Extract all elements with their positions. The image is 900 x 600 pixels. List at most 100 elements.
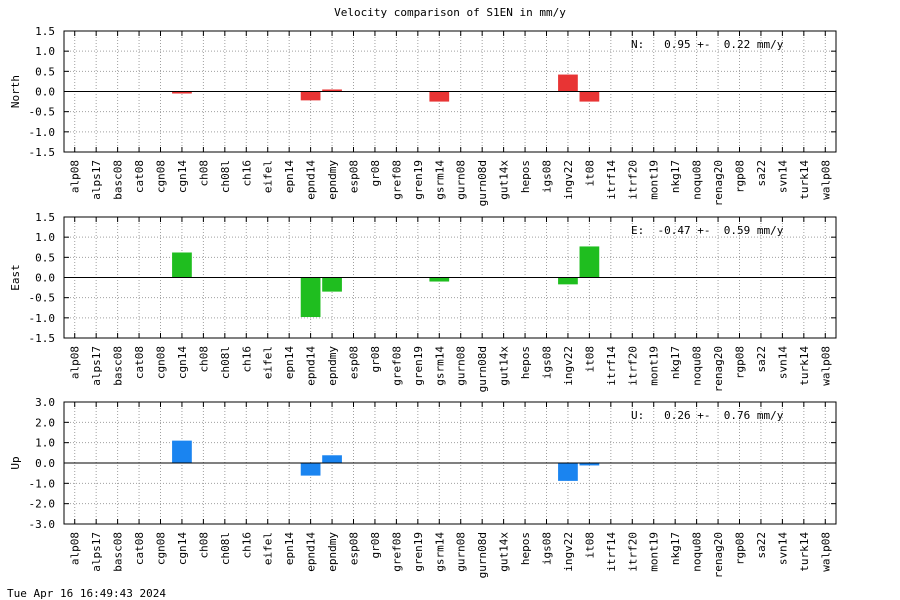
x-tick-label: gurn08 <box>455 346 468 386</box>
x-tick-label: gut14x <box>498 532 511 572</box>
x-tick-label: alps17 <box>90 346 103 386</box>
x-tick-label: gurn08 <box>455 160 468 200</box>
y-tick-label: 0.0 <box>35 457 55 470</box>
bar-it08 <box>579 246 600 278</box>
x-tick-label: ch08l <box>219 532 232 565</box>
x-tick-label: esp08 <box>348 346 361 379</box>
x-tick-label: gren19 <box>412 532 425 572</box>
x-tick-label: itrf20 <box>626 532 639 572</box>
x-tick-label: esp08 <box>348 532 361 565</box>
plot-frame <box>63 30 837 153</box>
y-tick-label: -1.5 <box>29 332 56 345</box>
x-tick-label: gr08 <box>369 160 382 187</box>
x-tick-label: turk14 <box>798 532 811 572</box>
x-tick-label: epnd14 <box>305 346 318 386</box>
y-tick-label: -0.5 <box>29 292 56 305</box>
x-tick-label: cat08 <box>133 532 146 565</box>
x-tick-label: gut14x <box>498 346 511 386</box>
x-tick-label: igs08 <box>541 532 554 565</box>
timestamp: Tue Apr 16 16:49:43 2024 <box>7 587 166 600</box>
x-tick-label: gren19 <box>412 346 425 386</box>
x-tick-label: renag20 <box>712 532 725 578</box>
x-tick-label: epnd14 <box>305 532 318 572</box>
x-tick-label: cat08 <box>133 346 146 379</box>
x-tick-label: igs08 <box>541 346 554 379</box>
x-tick-label: mont19 <box>648 346 661 386</box>
y-tick-label: 3.0 <box>35 396 55 409</box>
x-tick-label: turk14 <box>798 160 811 200</box>
x-tick-label: ch08 <box>197 160 210 187</box>
x-tick-label: svn14 <box>776 160 789 193</box>
x-tick-label: cgn14 <box>176 532 189 565</box>
x-tick-label: cgn14 <box>176 160 189 193</box>
x-tick-label: noqu08 <box>691 160 704 200</box>
bar-gsrm14 <box>429 277 450 282</box>
x-tick-label: renag20 <box>712 346 725 392</box>
bar-ingv22 <box>558 277 578 285</box>
y-tick-label: 0.0 <box>35 86 55 99</box>
x-tick-label: alps17 <box>90 532 103 572</box>
x-tick-label: ch16 <box>240 346 253 373</box>
x-tick-label: gren19 <box>412 160 425 200</box>
bar-epndmy <box>322 277 342 292</box>
y-tick-label: -1.0 <box>29 477 56 490</box>
y-tick-label: -0.5 <box>29 106 56 119</box>
bar-it08 <box>579 91 600 102</box>
x-tick-label: gref08 <box>390 160 403 200</box>
plot-frame <box>63 216 837 339</box>
x-tick-label: ch08 <box>197 346 210 373</box>
x-tick-label: sa22 <box>755 346 768 373</box>
bar-gsrm14 <box>429 91 450 102</box>
x-tick-label: cat08 <box>133 160 146 193</box>
x-tick-label: walp08 <box>819 346 832 386</box>
bar-ingv22 <box>558 463 578 481</box>
x-tick-label: it08 <box>583 532 596 559</box>
x-tick-label: gsrm14 <box>433 346 446 386</box>
x-tick-label: noqu08 <box>691 346 704 386</box>
x-tick-label: igs08 <box>541 160 554 193</box>
x-tick-label: ch16 <box>240 532 253 559</box>
stats-annotation: E: -0.47 +- 0.59 mm/y <box>631 224 784 237</box>
panel-up: 3.0 2.0 1.0 0.0 -1.0 -2.0 -3.0 alp08 alps17 basc0… <box>9 396 837 578</box>
x-tick-label: walp08 <box>819 160 832 200</box>
x-tick-label: gurn08 <box>455 532 468 572</box>
x-tick-label: walp08 <box>819 532 832 572</box>
panel-east: 1.5 1.0 0.5 0.0 -0.5 -1.0 -1.5 alp08 alps17 basc0… <box>9 211 837 392</box>
x-tick-label: itrf14 <box>605 160 618 200</box>
bar-cgn14 <box>172 91 192 94</box>
x-tick-label: ingv22 <box>562 160 575 200</box>
x-tick-label: gurn08d <box>476 346 489 392</box>
y-tick-label: 0.0 <box>35 272 55 285</box>
x-tick-label: epn14 <box>283 532 296 565</box>
x-tick-label: gsrm14 <box>433 160 446 200</box>
bar-cgn14 <box>172 440 192 463</box>
x-tick-label: itrf14 <box>605 346 618 386</box>
y-tick-label: 1.0 <box>35 437 55 450</box>
x-tick-label: epn14 <box>283 346 296 379</box>
bar-epnd14 <box>300 277 321 318</box>
x-tick-label: cgn08 <box>155 160 168 193</box>
plot-frame <box>63 401 837 525</box>
x-tick-label: nkg17 <box>669 532 682 565</box>
x-tick-label: basc08 <box>112 160 125 200</box>
x-tick-label: epnd14 <box>305 160 318 200</box>
bar-it08 <box>579 463 600 466</box>
bar-epnd14 <box>300 463 321 476</box>
x-tick-label: sa22 <box>755 160 768 187</box>
x-tick-label: alp08 <box>69 346 82 379</box>
x-tick-label: itrf20 <box>626 346 639 386</box>
x-tick-label: ch08l <box>219 346 232 379</box>
x-tick-label: gr08 <box>369 346 382 373</box>
x-tick-label: ch16 <box>240 160 253 187</box>
x-tick-label: gref08 <box>390 532 403 572</box>
x-tick-label: gr08 <box>369 532 382 559</box>
x-tick-label: basc08 <box>112 346 125 386</box>
x-tick-label: gurn08d <box>476 160 489 206</box>
x-tick-label: mont19 <box>648 532 661 572</box>
x-tick-label: cgn08 <box>155 532 168 565</box>
x-tick-label: turk14 <box>798 346 811 386</box>
x-tick-label: epndmy <box>326 532 339 572</box>
x-tick-label: nkg17 <box>669 160 682 193</box>
x-tick-label: alps17 <box>90 160 103 200</box>
